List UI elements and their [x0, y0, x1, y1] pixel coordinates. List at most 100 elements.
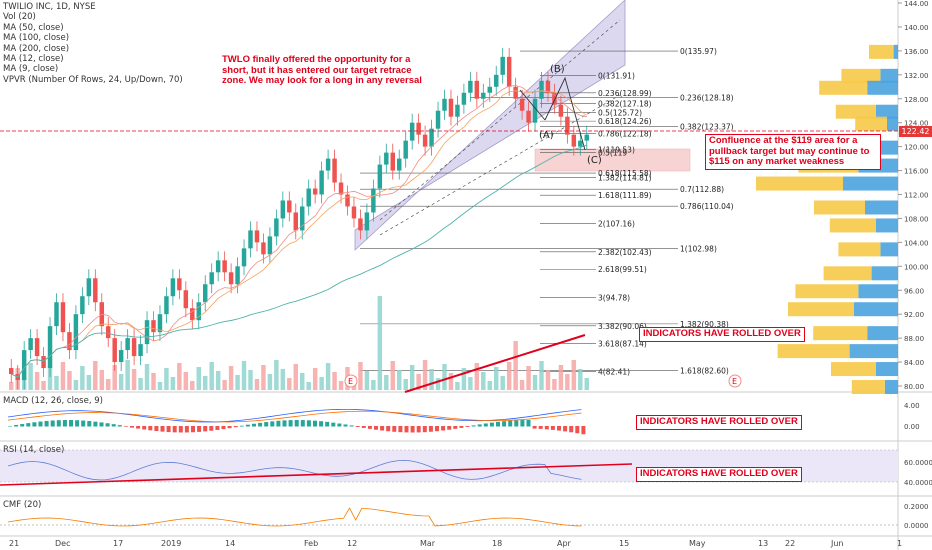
volume-bar [416, 374, 421, 390]
volume-bar [228, 366, 234, 390]
volume-bar [319, 377, 324, 390]
candle-body [578, 140, 583, 147]
volume-bar [397, 370, 402, 390]
vpvr-up-bar [843, 176, 898, 191]
volume-bar [86, 375, 92, 390]
price-tick-label: 80.00 [904, 383, 924, 391]
vpvr-up-bar [880, 242, 898, 257]
candle-body [300, 206, 305, 231]
candle-body [481, 92, 486, 99]
macd-histogram-bar [8, 426, 12, 427]
candle-body [351, 206, 357, 219]
macd-histogram-bar [300, 420, 305, 427]
fib-label: 0.382(127.18) [598, 100, 652, 109]
earnings-marker-icon[interactable] [728, 374, 742, 388]
candle-body [190, 308, 195, 321]
current-price-tag: 122.42 [899, 126, 932, 137]
macd-histogram-bar [14, 425, 19, 427]
time-tick-label: 15 [619, 539, 629, 548]
confluence-note: Confluence at the $119 area for a pullba… [705, 134, 881, 170]
price-tick-label: 88.00 [904, 335, 924, 343]
volume-bar [455, 382, 460, 390]
legend-item[interactable]: VPVR (Number Of Rows, 24, Up/Down, 70) [3, 74, 183, 85]
candle-body [248, 230, 253, 249]
time-axis[interactable]: 21 Dec 17 2019 14 Feb 12 Mar 18 Apr 15 May 13 22 Jun 1 [9, 539, 902, 548]
volume-bar [41, 381, 46, 390]
vpvr-down-bar [788, 302, 854, 317]
macd-histogram-bar [123, 426, 128, 427]
legend-item[interactable]: MA (12, close) [3, 54, 64, 65]
volume-bar [80, 366, 85, 390]
rolled-over-macd: INDICATORS HAVE ROLLED OVER [636, 415, 802, 430]
macd-histogram-bar [270, 421, 275, 427]
legend-item[interactable]: MA (9, close) [3, 64, 59, 75]
rolled-over-main: INDICATORS HAVE ROLLED OVER [639, 327, 805, 342]
macd-histogram-bar [111, 424, 116, 427]
volume-bar [190, 381, 195, 390]
volume-bar [170, 377, 176, 390]
vpvr-up-bar [867, 326, 898, 341]
macd-histogram-bar [447, 426, 452, 430]
candle-body [118, 350, 124, 363]
price-tick-label: 108.00 [904, 215, 929, 223]
legend-item[interactable]: MA (50, close) [3, 22, 64, 33]
fib-label: 1(119.53) [598, 145, 635, 154]
price-axis[interactable]: 144.00 140.00 136.00 132.00 128.00 124.00 120.… [898, 0, 932, 530]
candle-body [377, 164, 383, 189]
volume-bar [267, 374, 273, 390]
volume-bar [519, 380, 525, 390]
candle-body [125, 338, 130, 351]
volume-bar [481, 372, 486, 390]
candle-body [41, 356, 46, 369]
macd-title[interactable]: MACD (12, 26, close, 9) [3, 396, 103, 406]
candle-body [409, 122, 415, 141]
cmf-title[interactable]: CMF (20) [3, 500, 42, 510]
volume-bars [9, 296, 589, 390]
volume-bar [306, 382, 311, 390]
volume-bar [422, 360, 428, 390]
candle-body [86, 278, 92, 297]
candle-body [319, 170, 324, 195]
volume-bar [222, 380, 227, 390]
macd-histogram-bar [538, 426, 543, 429]
earnings-marker-icon[interactable] [344, 374, 358, 388]
earnings-markers[interactable]: E E [344, 374, 742, 388]
legend-title[interactable]: TWILIO INC, 1D, NYSE [3, 2, 96, 12]
macd-histogram-bar [93, 421, 98, 427]
candle-body [487, 86, 492, 93]
macd-histogram-bar [258, 422, 263, 427]
volume-bar [429, 369, 434, 390]
volume-bar [565, 374, 570, 390]
legend-item[interactable]: Vol (20) [3, 12, 36, 23]
candle-body [494, 74, 499, 87]
price-tick-label: 104.00 [904, 239, 929, 247]
candle-body [422, 134, 428, 147]
macd-histogram-bar [386, 426, 391, 432]
volume-bar [144, 364, 150, 390]
time-tick-label: 21 [9, 539, 19, 548]
fib-label: 0(131.91) [598, 71, 635, 80]
volume-bar [151, 373, 156, 390]
macd-histogram-bar [374, 426, 378, 430]
earnings-marker-label: E [732, 377, 737, 386]
candle-body [241, 248, 247, 267]
time-tick-label: 17 [113, 539, 123, 548]
vpvr-up-bar [858, 284, 898, 299]
fib-label: 3(94.78) [598, 294, 630, 303]
legend-item[interactable]: MA (200, close) [3, 43, 70, 54]
vpvr-up-bar [865, 200, 898, 215]
volume-bar [300, 373, 305, 390]
volume-bar [494, 367, 499, 390]
rolled-over-rsi: INDICATORS HAVE ROLLED OVER [636, 467, 802, 482]
volume-bar [358, 362, 363, 390]
macd-histogram-bar [282, 420, 287, 427]
candle-body [390, 152, 395, 171]
time-tick-label: 12 [347, 539, 357, 548]
volume-bar [468, 377, 473, 390]
candle-body [170, 278, 176, 297]
legend-item[interactable]: MA (100, close) [3, 33, 70, 44]
vpvr-up-bar [876, 104, 898, 119]
rsi-title[interactable]: RSI (14, close) [3, 445, 65, 455]
macd-histogram-bar [227, 426, 232, 429]
